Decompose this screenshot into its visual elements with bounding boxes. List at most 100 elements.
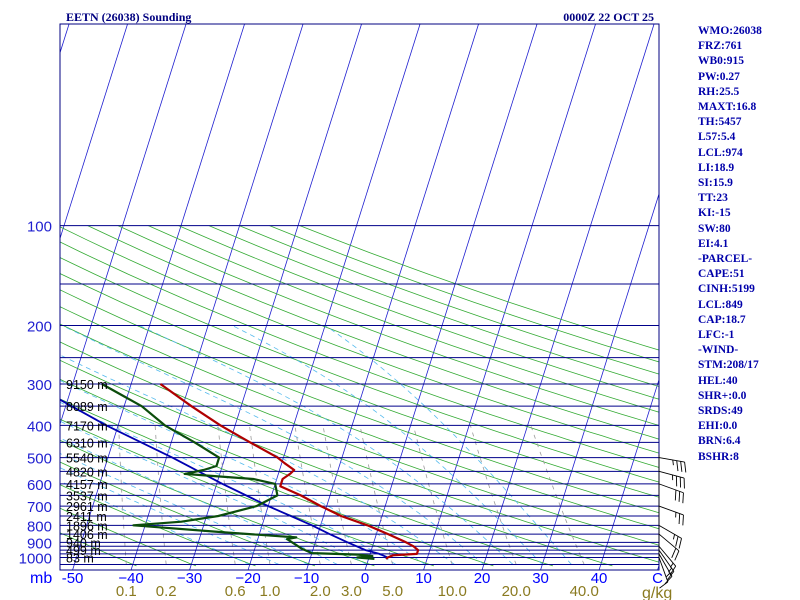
pressure-tick-label: 900 [27,535,52,552]
side-panel-line: BSHR:8 [698,450,739,463]
side-panel-line: LCL:974 [698,146,743,159]
mixing-ratio-line [249,425,271,565]
parcel-trace [60,398,389,559]
wind-barb [658,553,673,585]
moist-adiabat-line [60,380,426,565]
wind-barb-feather [674,550,680,561]
side-panel-line: L57:5.4 [698,131,736,144]
temperature-tick-label: −30 [177,570,202,587]
side-panel-line: FRZ:761 [698,40,743,53]
wind-barb-staff [658,524,682,539]
profile-layer [60,383,420,560]
temperature-tick-label: 0 [361,570,369,587]
wind-barb-staff [658,545,677,567]
temperature-tick-label: 30 [532,570,549,587]
height-label: 6310 m [66,436,108,450]
dry-adiabat-line [60,306,659,530]
wind-barb-feather [659,581,669,589]
side-panel-line: STM:208/17 [698,359,759,372]
wind-barb-feather [682,492,684,504]
wind-barb [658,557,669,589]
temperature-tick-label: −10 [294,570,319,587]
isotherm-line [189,24,362,570]
wind-barb-feather [684,462,687,473]
height-label: 940 m [66,536,101,550]
mixing-ratio-tick-label: 0.1 [116,583,137,600]
side-panel-line: -PARCEL- [698,253,753,266]
wind-barb-feather [676,460,679,472]
wind-barb [658,549,675,580]
mixing-ratio-line [470,425,517,565]
isotherm-line [364,24,538,570]
temperature-tick-label: 20 [474,570,491,587]
wind-barb-layer [658,454,687,589]
moist-adiabat-line [325,325,572,565]
grid-layer [60,24,659,570]
mixing-ratio-tick-label: 20.0 [502,583,531,600]
wind-barb [658,505,684,526]
dry-adiabat-line [117,225,659,426]
mixing-ratio-tick-label: 1.0 [260,583,281,600]
dry-adiabat-line [60,289,659,514]
wind-barb-staff [658,533,680,552]
temperature-tick-label: 10 [415,570,432,587]
wind-barb [658,483,684,504]
isotherm-line [481,24,655,570]
wind-barb-half-feather [666,572,671,578]
dry-adiabat-line [60,273,659,498]
height-label: 1896 m [66,519,108,533]
side-panel-line: TT:23 [698,192,728,205]
mixing-ratio-tick-label: 10.0 [438,583,467,600]
wind-barb-feather [678,491,681,502]
pressure-tick-label: 100 [27,219,52,236]
side-panel-line: SHR+:0.0 [698,389,747,402]
isotherm-line [60,24,187,426]
wind-barb [658,470,685,489]
wind-barb-feather [674,489,677,501]
plot-frame [59,23,660,571]
side-panel-line: CINH:5199 [698,283,755,296]
wind-barb-staff [658,483,684,494]
wind-barb [658,524,682,549]
temperature-tick-label: −40 [118,570,143,587]
side-panel-line: EHI:0.0 [698,420,738,433]
wind-barb-staff [658,549,675,572]
wind-barb-feather [682,514,684,526]
chart-title: EETN (26038) Sounding [66,10,191,24]
wind-barb-staff [658,505,684,516]
mixing-ratio-line [530,425,585,565]
side-panel-line: WB0:915 [698,55,744,68]
wind-barb-feather [667,571,675,580]
height-label: 4157 m [66,478,108,492]
wind-barb-half-feather [668,567,672,573]
height-label: 5540 m [66,452,108,466]
wind-barb-feather [671,548,677,558]
wind-barb [658,533,680,561]
height-label: 2961 m [66,500,108,514]
side-panel-line: LFC:-1 [698,329,735,342]
dry-adiabat-line [239,225,659,375]
mixing-ratio-tick-label: 0.6 [225,583,246,600]
dry-adiabat-line [178,225,659,400]
height-label: 3537 m [66,489,108,503]
height-label: 83 m [66,552,94,566]
side-panel-line: SRDS:49 [698,405,743,418]
temperature-tick-label: 40 [591,570,608,587]
side-panel-line: RH:25.5 [698,85,740,98]
wind-barb [658,545,677,576]
moist-adiabat-line [139,325,514,565]
height-label: 9150 m [66,378,108,392]
dry-adiabat-line [148,225,659,413]
moist-adiabat-line [232,325,543,565]
pressure-tick-label: 500 [27,451,52,468]
side-panel-line: HEL:40 [698,374,738,387]
wind-barb-staff [658,557,669,583]
temperature-tick-label: −20 [235,570,260,587]
side-panel-line: MAXT:16.8 [698,101,757,114]
side-panel-line: BRN:6.4 [698,435,741,448]
wind-barb-staff [658,470,685,479]
side-panel-line: EI:4.1 [698,237,729,250]
pressure-tick-label: 1000 [19,551,52,568]
